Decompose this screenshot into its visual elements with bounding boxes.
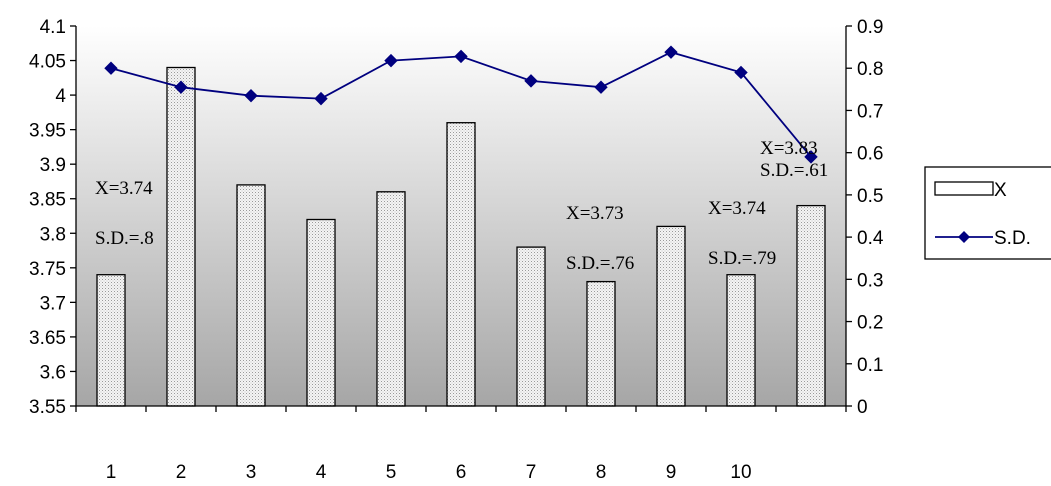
right-tick-label: 0.8 [857,59,883,80]
left-tick-label: 4 [55,86,66,107]
sd-point-6 [454,49,468,64]
bar-7 [516,246,546,407]
legend-bar-swatch [934,181,994,196]
annotation-label: S.D.=.8 [95,228,154,249]
left-tick-label: 3.8 [40,224,66,245]
left-tick-label: 3.75 [29,259,66,280]
right-tick-label: 0.9 [857,17,883,38]
bar-5 [376,191,406,407]
bar-8 [586,280,616,407]
right-tick-label: 0.2 [857,313,883,334]
x-tick-label: 7 [526,462,537,483]
x-tick-label: 1 [106,462,117,483]
right-tick-label: 0.1 [857,355,883,376]
annotation-label: S.D.=.61 [760,160,828,181]
x-tick-label: 3 [246,462,257,483]
annotation-label: X=3.83 [760,138,818,159]
x-tick-label: 9 [666,462,677,483]
bar-4 [306,218,336,407]
x-tick-label: 2 [176,462,187,483]
sd-point-5 [384,53,398,68]
sd-point-3 [244,88,258,103]
left-tick-label: 4.05 [29,52,66,73]
sd-point-2 [174,80,188,94]
bar-9 [656,225,686,407]
sd-point-7 [524,74,538,88]
sd-point-11 [804,150,818,164]
sd-point-8 [594,80,608,94]
sd-point-10 [734,65,748,80]
right-tick-label: 0.5 [857,186,883,207]
bar-11 [796,204,826,407]
left-tick-label: 3.65 [29,328,66,349]
data-annotations: X=3.74 S.D.=.8 X=3.73 S.D.=.76 X=3.74 S.D.=.7… [95,138,828,274]
x-tick-label: 5 [386,462,397,483]
left-tick-label: 3.9 [40,155,66,176]
bar-2 [166,66,196,407]
sd-point-4 [314,91,328,106]
annotation-label: S.D.=.79 [708,248,776,269]
annotation-label: X=3.74 [708,198,766,219]
x-tick-label: 4 [316,462,327,483]
legend-marker-swatch [958,231,970,243]
line-series-sd [104,45,818,164]
legend: X S.D. [924,166,1051,260]
annotation-label: X=3.74 [95,178,153,199]
x-axis: 1 2 3 4 5 6 7 8 9 10 [75,405,847,483]
bar-3 [236,184,266,407]
right-tick-label: 0.7 [857,101,883,122]
annotation-label: S.D.=.76 [566,253,634,274]
bar-1 [96,274,126,407]
x-tick-label: 6 [456,462,467,483]
right-y-axis: 0 0.1 0.2 0.3 0.4 0.5 0.6 0.7 0.8 0.9 [845,17,884,418]
right-tick-label: 0.6 [857,144,883,165]
legend-label-sd: S.D. [994,228,1031,249]
bar-6 [446,122,476,407]
left-tick-label: 3.55 [29,397,66,418]
legend-label-x: X [994,180,1007,201]
right-tick-label: 0 [857,397,868,418]
annotation-label: X=3.73 [566,203,624,224]
x-tick-label: 10 [730,462,751,483]
right-tick-label: 0.3 [857,270,883,291]
x-tick-label: 8 [596,462,607,483]
left-y-axis: 3.55 3.6 3.65 3.7 3.75 3.8 3.85 3.9 3.95 4 4.05 4.1 [29,17,77,418]
left-tick-label: 3.7 [40,293,66,314]
right-tick-label: 0.4 [857,228,884,249]
left-tick-label: 3.85 [29,190,66,211]
bar-series-x [96,66,826,407]
bar-10 [726,274,756,407]
left-tick-label: 3.6 [40,362,66,383]
left-tick-label: 4.1 [40,17,66,38]
left-tick-label: 3.95 [29,121,66,142]
sd-point-9 [664,45,678,59]
legend-box [924,166,1051,260]
sd-point-1 [104,61,118,75]
